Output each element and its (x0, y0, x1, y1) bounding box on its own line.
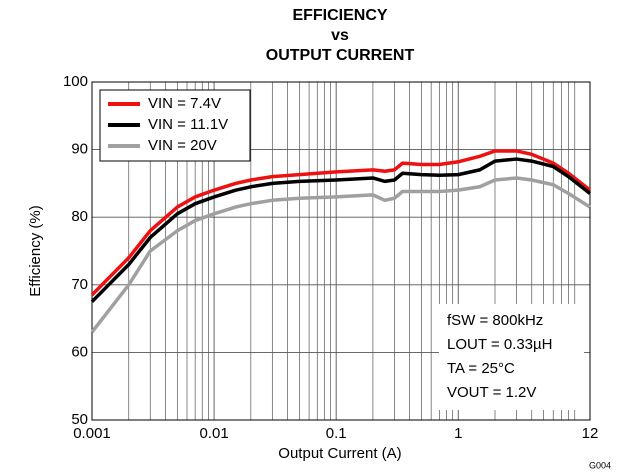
annotation: TA = 25°C (447, 360, 515, 377)
y-tick-label: 80 (71, 208, 88, 225)
figure-id: G004 (589, 460, 611, 470)
legend-label: VIN = 11.1V (148, 116, 228, 133)
x-tick-label: 0.1 (326, 425, 347, 442)
legend-label: VIN = 20V (148, 137, 217, 154)
annotation: LOUT = 0.33µH (447, 336, 553, 353)
series-line (90, 149, 592, 297)
x-tick-label: 0.001 (73, 425, 111, 442)
x-tick-label: 12 (582, 425, 599, 442)
annotation: VOUT = 1.2V (447, 384, 536, 401)
chart-title: vs (331, 27, 349, 44)
annotation-box (439, 304, 584, 410)
y-tick-label: 100 (63, 73, 88, 90)
y-tick-label: 60 (71, 343, 88, 360)
annotation: fSW = 800kHz (447, 312, 543, 329)
legend-label: VIN = 7.4V (148, 95, 221, 112)
x-tick-label: 1 (454, 425, 462, 442)
y-tick-label: 50 (71, 411, 88, 428)
chart-title: EFFICIENCY (292, 7, 387, 24)
y-axis-label: Efficiency (%) (27, 205, 44, 296)
x-tick-label: 0.01 (199, 425, 228, 442)
series-line (90, 157, 592, 303)
series-line (90, 176, 591, 334)
y-tick-label: 90 (71, 141, 88, 158)
chart-title: OUTPUT CURRENT (266, 47, 415, 64)
y-tick-label: 70 (71, 276, 88, 293)
x-axis-label: Output Current (A) (278, 445, 401, 462)
plot-frame (91, 81, 591, 421)
